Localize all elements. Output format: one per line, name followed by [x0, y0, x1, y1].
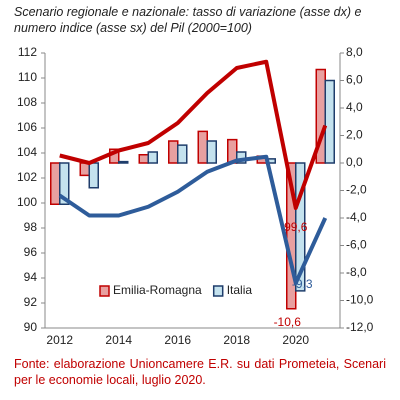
legend-label: Italia	[227, 283, 253, 297]
bar	[324, 79, 335, 164]
y-tick-label: 92	[24, 295, 38, 309]
bar	[59, 162, 70, 205]
bar	[177, 144, 188, 164]
legend-swatch	[212, 285, 224, 297]
y-tick-label: 98	[24, 220, 38, 234]
bar	[79, 162, 90, 177]
y-tick-label: 90	[24, 320, 38, 334]
y-tick-label: 100	[17, 195, 37, 209]
y2-tick-label: 8,0	[346, 45, 363, 59]
y-tick-label: 110	[18, 70, 37, 84]
x-tick-label: 2018	[223, 333, 250, 347]
chart: 90 92 94 96 98 100 102 104 106 108 110 112 -12,0 -10,…	[17, 45, 374, 347]
x-tick-label: 2020	[282, 333, 309, 347]
y2-tick-label: 4,0	[346, 100, 363, 114]
line	[59, 59, 328, 210]
y-tick-label: 96	[24, 245, 38, 259]
bar	[168, 140, 179, 164]
y2-tick-label: 0,0	[346, 155, 363, 169]
y2-tick-label: -4,0	[346, 210, 367, 224]
source-note: Fonte: elaborazione Unioncamere E.R. su …	[14, 357, 386, 387]
y2-tick-label: 6,0	[346, 73, 363, 87]
bar	[147, 151, 158, 164]
y2-tick-label: -10,0	[346, 293, 374, 307]
y2-tick-label: -2,0	[346, 183, 367, 197]
bar	[197, 130, 208, 164]
y-tick-label: 106	[17, 120, 37, 134]
chart-title: Scenario regionale e nazionale: tasso di…	[14, 5, 362, 35]
x-tick-label: 2012	[46, 333, 73, 347]
y-tick-label: 112	[18, 45, 37, 59]
legend-swatch	[99, 285, 110, 297]
legend-label: Emilia-Romagna	[113, 283, 202, 297]
x-tick-label: 2016	[164, 333, 191, 347]
y2-tick-label: 2,0	[346, 128, 363, 142]
x-tick-label: 2014	[105, 333, 132, 347]
bar	[50, 162, 61, 205]
bar	[206, 140, 217, 164]
y-tick-label: 108	[17, 95, 37, 109]
bar	[295, 162, 306, 292]
bar	[138, 154, 149, 164]
value-label: -10,6	[274, 315, 302, 329]
y2-tick-label: -6,0	[346, 238, 367, 252]
bar	[118, 160, 129, 164]
y-tick-label: 94	[24, 270, 38, 284]
y-tick-label: 102	[17, 170, 37, 184]
value-label: 99,6	[284, 220, 308, 234]
bar	[88, 162, 99, 189]
y2-tick-label: -12,0	[346, 320, 374, 334]
y2-tick-label: -8,0	[346, 265, 367, 279]
y-tick-label: 104	[17, 145, 37, 159]
line	[58, 154, 328, 285]
